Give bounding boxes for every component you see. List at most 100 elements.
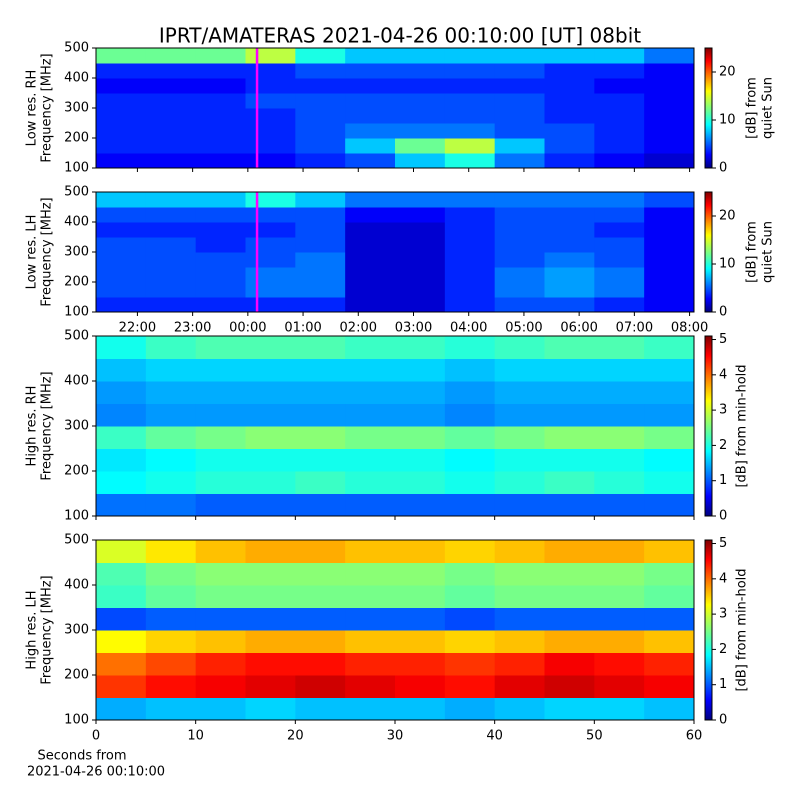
heatmap-cell [594,562,645,586]
heatmap-cell [494,471,545,494]
colorbar-label: quiet Sun [761,77,776,139]
heatmap-cell [96,607,147,631]
heatmap-cell [395,381,446,404]
heatmap-cell [544,267,595,283]
heatmap-cell [96,192,147,208]
heatmap-cell [395,585,446,608]
heatmap-cell [544,282,595,298]
heatmap-cell [644,562,695,586]
heatmap-cell [295,630,346,653]
heatmap-cell [544,448,595,472]
heatmap-cell [96,697,147,721]
heatmap-cell [544,252,595,268]
heatmap-cell [644,222,695,238]
heatmap-cell [245,93,296,109]
heatmap-cell [644,697,695,721]
heatmap-cell [594,237,645,253]
heatmap-cell [544,63,595,79]
heatmap-cell [245,237,296,253]
heatmap-cell [145,697,197,721]
heatmap-cell [544,403,595,427]
heatmap-cell [195,153,246,169]
heatmap-cell [594,63,645,79]
x-tick-label: 08:00 [671,321,708,336]
y-axis-label: Frequency [MHz] [40,53,55,162]
heatmap-cell [295,222,346,238]
heatmap-cell [195,63,246,79]
heatmap-cell [444,237,496,253]
y-tick-label: 400 [64,215,89,230]
heatmap-cell [345,448,396,472]
heatmap-cell [145,448,197,472]
heatmap-cell [295,282,346,298]
heatmap-cell [295,336,346,359]
heatmap-cell [345,78,396,94]
y-tick-label: 200 [64,275,89,290]
heatmap-cell [444,108,496,124]
heatmap-cell [594,267,645,283]
colorbar-tick-label: 10 [719,257,736,272]
heatmap-cell [96,222,147,238]
heatmap-cell [644,138,695,154]
heatmap-cell [345,493,396,517]
x-tick-label: 10 [187,729,204,744]
heatmap-cell [594,493,645,517]
heatmap-cell [395,222,446,238]
heatmap-cell [494,297,545,313]
heatmap-cell [96,78,147,94]
heatmap-cell [494,282,545,298]
heatmap-cell [145,540,197,563]
y-axis-label: Frequency [MHz] [40,197,55,306]
heatmap-cell [295,697,346,721]
heatmap-cell [494,403,545,427]
heatmap-cell [494,207,545,223]
heatmap-cell [295,237,346,253]
heatmap-cell [245,336,296,359]
x-tick-label: 60 [686,729,703,744]
heatmap-cell [295,652,346,676]
heatmap-cell [96,358,147,382]
heatmap-cell [345,237,396,253]
y-tick-label: 500 [64,329,89,344]
y-tick-label: 300 [64,245,89,260]
heatmap-cell [96,108,147,124]
heatmap-cell [295,153,346,169]
x-tick-label: 0 [92,729,100,744]
heatmap-cell [145,138,197,154]
heatmap-cell [644,607,695,631]
heatmap-cell [145,381,197,404]
y-tick-label: 100 [64,713,89,728]
heatmap-cell [644,493,695,517]
heatmap-cell [345,562,396,586]
heatmap-cell [494,630,545,653]
y-tick-label: 300 [64,419,89,434]
heatmap-cell [544,108,595,124]
heatmap-cell [96,471,147,494]
heatmap-cell [644,297,695,313]
heatmap-cell [96,630,147,653]
heatmap-cell [295,78,346,94]
heatmap-cell [494,93,545,109]
heatmap-cell [195,562,246,586]
heatmap-cell [644,153,695,169]
heatmap-cell [195,403,246,427]
heatmap-cell [195,585,246,608]
heatmap-cell [544,585,595,608]
x-tick-label: 22:00 [119,321,156,336]
heatmap-cell [644,448,695,472]
heatmap-cell [594,336,645,359]
heatmap-cell [195,108,246,124]
heatmap-cell [644,630,695,653]
heatmap-cell [444,493,496,517]
colorbar-tick-label: 3 [719,607,727,622]
heatmap-cell [395,153,446,169]
heatmap-cell [494,381,545,404]
heatmap-cell [96,123,147,139]
heatmap-cell [245,153,296,169]
x-tick-label: 00:00 [229,321,266,336]
heatmap-cell [395,336,446,359]
heatmap-cell [195,697,246,721]
heatmap-cell [245,48,296,64]
x-tick-label: 06:00 [560,321,597,336]
heatmap-cell [544,93,595,109]
